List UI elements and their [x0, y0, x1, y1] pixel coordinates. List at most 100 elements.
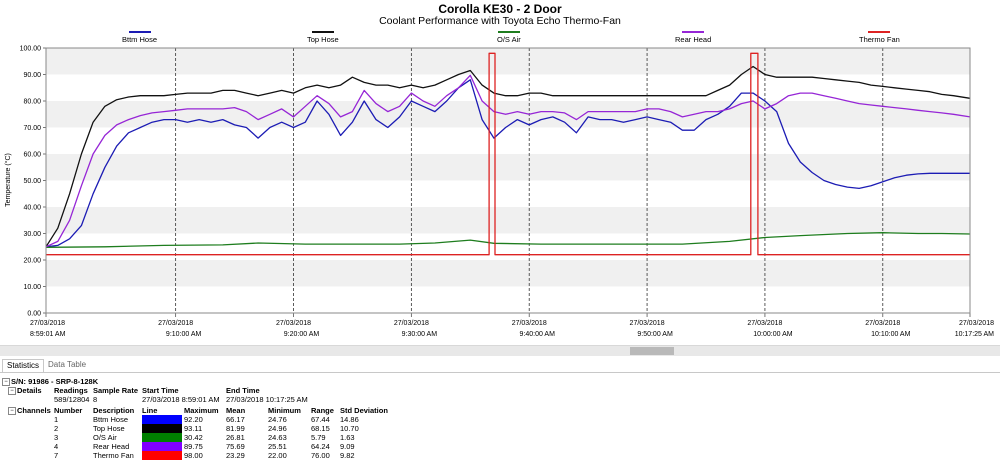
details-header: Readings [54, 386, 88, 395]
x-tick-time: 9:50:00 AM [637, 331, 673, 338]
serial-number: S/N: 91986 - SRP-8-128K [11, 377, 99, 386]
channel-description: Rear Head [93, 442, 130, 451]
channel-maximum: 30.42 [184, 433, 203, 442]
channel-description: O/S Air [93, 433, 117, 442]
x-tick-time: 9:10:00 AM [166, 331, 202, 338]
legend-swatch [682, 31, 705, 33]
y-tick-label: 90.00 [23, 72, 41, 79]
channel-range: 67.44 [311, 415, 330, 424]
x-tick-date: 27/03/2018 [276, 320, 311, 327]
legend-item-os-air[interactable]: O/S Air [497, 31, 521, 44]
channel-line-swatch [142, 451, 182, 460]
channel-maximum: 89.75 [184, 442, 203, 451]
y-axis-ticks: 0.00 10.00 20.00 30.00 40.00 50.00 60.00 70.00 8… [20, 46, 46, 318]
y-tick-label: 20.00 [23, 258, 41, 265]
channel-description: Top Hose [93, 424, 125, 433]
channel-line-swatch [142, 442, 182, 451]
column-header: Line [142, 406, 158, 415]
legend-swatch [128, 31, 151, 33]
x-tick-time: 10:10:00 AM [871, 331, 910, 338]
column-header: Std Deviation [340, 406, 388, 415]
legend-item-thermo-fan[interactable]: Thermo Fan [859, 31, 900, 44]
channel-range: 64.24 [311, 442, 330, 451]
x-tick-date: 27/03/2018 [30, 320, 65, 327]
channel-line-swatch [142, 424, 182, 433]
series-lines [45, 52, 971, 256]
details-header: Start Time [142, 386, 179, 395]
details-header: End Time [226, 386, 260, 395]
plot-band [46, 48, 970, 75]
x-tick-time: 10:00:00 AM [753, 331, 792, 338]
column-header: Maximum [184, 406, 219, 415]
channel-line-swatch [142, 415, 182, 424]
channel-std: 10.70 [340, 424, 359, 433]
channel-minimum: 24.76 [268, 415, 287, 424]
channel-number: 7 [54, 451, 59, 460]
channel-maximum: 98.00 [184, 451, 203, 460]
y-tick-label: 70.00 [23, 125, 41, 132]
legend-swatch [868, 31, 891, 33]
channel-mean: 23.29 [226, 451, 245, 460]
y-tick-label: 60.00 [23, 152, 41, 159]
legend-swatch [311, 31, 334, 33]
column-header: Number [54, 406, 83, 415]
start-time-value: 27/03/2018 8:59:01 AM [142, 395, 220, 404]
tab-bar: Statistics Data Table [0, 359, 1000, 373]
collapse-icon[interactable]: − [8, 387, 16, 395]
y-tick-label: 100.00 [20, 46, 42, 53]
channel-range: 5.79 [311, 433, 326, 442]
channel-std: 14.86 [340, 415, 359, 424]
collapse-icon[interactable]: − [8, 407, 16, 415]
chart-title: Corolla KE30 - 2 Door [438, 2, 562, 16]
y-tick-label: 0.00 [27, 311, 41, 318]
end-time-value: 27/03/2018 10:17:25 AM [226, 395, 308, 404]
legend-label: Rear Head [675, 35, 712, 44]
channel-maximum: 92.20 [184, 415, 203, 424]
x-tick-date: 27/03/2018 [747, 320, 782, 327]
x-tick-date: 27/03/2018 [630, 320, 665, 327]
grid-lines [175, 48, 884, 313]
plot-band [46, 207, 970, 234]
channel-minimum: 25.51 [268, 442, 287, 451]
legend-item-top-hose[interactable]: Top Hose [307, 31, 339, 44]
details-label: Details [17, 386, 42, 395]
x-axis-ticks: 27/03/2018 8:59:01 AM 27/03/2018 9:10:00 AM… [30, 313, 994, 338]
channel-number: 1 [54, 415, 59, 424]
x-tick-time: 9:20:00 AM [284, 331, 320, 338]
collapse-icon[interactable]: − [2, 378, 10, 386]
channel-range: 68.15 [311, 424, 330, 433]
column-header: Minimum [268, 406, 301, 415]
channel-std: 9.09 [340, 442, 355, 451]
plot-band [46, 260, 970, 287]
channel-mean: 26.81 [226, 433, 245, 442]
column-header: Description [93, 406, 135, 415]
tab-statistics[interactable]: Statistics [2, 359, 45, 372]
x-tick-date: 27/03/2018 [394, 320, 429, 327]
x-tick-time: 8:59:01 AM [30, 331, 66, 338]
channel-mean: 81.99 [226, 424, 245, 433]
y-tick-label: 50.00 [23, 178, 41, 185]
scrollbar-thumb[interactable] [630, 347, 674, 355]
channel-minimum: 24.96 [268, 424, 287, 433]
legend-item-rear-head[interactable]: Rear Head [675, 31, 711, 44]
x-tick-date: 27/03/2018 [158, 320, 193, 327]
channel-minimum: 22.00 [268, 451, 287, 460]
chart-subtitle: Coolant Performance with Toyota Echo The… [379, 15, 621, 27]
channels-label: Channels [17, 406, 51, 415]
horizontal-scrollbar[interactable] [0, 345, 1000, 356]
x-tick-time: 9:40:00 AM [520, 331, 556, 338]
y-tick-label: 30.00 [23, 231, 41, 238]
series-line-bttm-hose [45, 79, 970, 248]
legend-item-bttm-hose[interactable]: Bttm Hose [122, 31, 157, 44]
x-tick-time: 10:17:25 AM [955, 331, 994, 338]
channel-mean: 75.69 [226, 442, 245, 451]
tab-data-table[interactable]: Data Table [48, 360, 87, 369]
legend-swatch [497, 31, 520, 33]
x-tick-date: 27/03/2018 [865, 320, 900, 327]
sample-rate-value: 8 [93, 395, 98, 404]
series-line-o-s-air [45, 232, 971, 248]
line-chart[interactable]: 0.00 10.00 20.00 30.00 40.00 50.00 60.00 70.00 8… [0, 0, 1000, 345]
readings-value: 589/12804 [54, 395, 90, 404]
channel-maximum: 93.11 [184, 424, 203, 433]
channel-minimum: 24.63 [268, 433, 287, 442]
